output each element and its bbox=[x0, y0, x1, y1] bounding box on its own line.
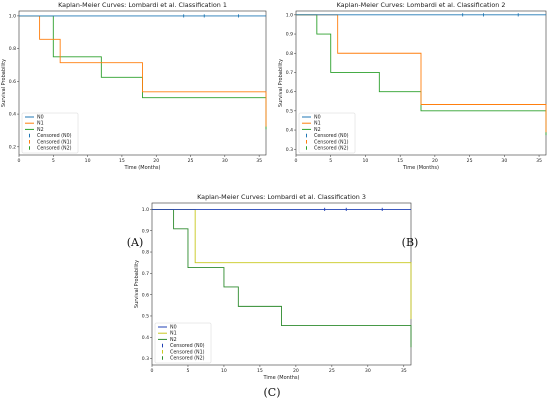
legend-entry: Censored (N1) bbox=[37, 139, 72, 145]
legend-entry: N1 bbox=[314, 121, 321, 127]
y-tick-label: 0.4 bbox=[142, 335, 149, 341]
x-tick-label: 15 bbox=[257, 368, 263, 374]
x-tick-label: 20 bbox=[432, 158, 438, 164]
y-tick-label: 0.4 bbox=[286, 128, 293, 134]
x-tick-label: 25 bbox=[329, 368, 335, 374]
y-axis-label: Survival Probability bbox=[278, 59, 284, 107]
y-tick-label: 1.0 bbox=[286, 12, 293, 18]
legend-entry: Censored (N2) bbox=[37, 146, 72, 152]
x-tick-label: 10 bbox=[221, 368, 227, 374]
x-axis-label: Time (Months) bbox=[402, 165, 439, 171]
chart-title: Kaplan-Meier Curves: Lombardi et al. Cla… bbox=[58, 1, 227, 9]
x-tick-label: 30 bbox=[365, 368, 371, 374]
x-tick-label: 10 bbox=[85, 158, 91, 164]
y-axis-label: Survival Probability bbox=[134, 260, 140, 308]
y-tick-label: 0.5 bbox=[142, 314, 149, 320]
legend-entry: N0 bbox=[170, 325, 177, 331]
y-tick-label: 0.6 bbox=[142, 292, 149, 298]
y-tick-label: 0.8 bbox=[142, 250, 149, 256]
panel-label-a: (A) bbox=[127, 236, 144, 249]
y-tick-label: 0.7 bbox=[142, 271, 149, 277]
x-tick-label: 5 bbox=[329, 158, 332, 164]
plot-frame bbox=[18, 10, 267, 156]
x-tick-label: 25 bbox=[188, 158, 194, 164]
x-tick-label: 0 bbox=[151, 368, 154, 374]
chart-panel-c: Kaplan-Meier Curves: Lombardi et al. Cla… bbox=[134, 193, 412, 381]
y-tick-label: 0.9 bbox=[286, 32, 293, 38]
x-axis-label: Time (Months) bbox=[123, 165, 160, 171]
x-tick-label: 25 bbox=[467, 158, 473, 164]
legend-entry: Censored (N0) bbox=[314, 133, 349, 139]
legend-entry: N2 bbox=[37, 127, 44, 133]
x-tick-label: 5 bbox=[187, 368, 190, 374]
chart-title: Kaplan-Meier Curves: Lombardi et al. Cla… bbox=[197, 193, 366, 201]
legend-entry: N1 bbox=[37, 121, 44, 127]
x-tick-label: 35 bbox=[536, 158, 542, 164]
x-tick-label: 0 bbox=[295, 158, 298, 164]
y-tick-label: 0.9 bbox=[142, 228, 149, 234]
x-tick-label: 20 bbox=[153, 158, 159, 164]
x-tick-label: 30 bbox=[501, 158, 507, 164]
y-tick-label: 0.6 bbox=[286, 89, 293, 95]
legend-entry: N2 bbox=[170, 337, 177, 343]
km-curve-n2 bbox=[152, 208, 412, 348]
km-curve-n1 bbox=[19, 15, 267, 127]
x-tick-label: 0 bbox=[18, 158, 21, 164]
chart-title: Kaplan-Meier Curves: Lombardi et al. Cla… bbox=[337, 1, 506, 9]
legend-entry: Censored (N1) bbox=[170, 349, 205, 355]
y-tick-label: 0.2 bbox=[9, 144, 16, 150]
legend-box bbox=[298, 112, 356, 154]
x-tick-label: 30 bbox=[222, 158, 228, 164]
y-tick-label: 0.5 bbox=[286, 108, 293, 114]
km-curve-n1 bbox=[152, 208, 412, 319]
x-tick-label: 10 bbox=[363, 158, 369, 164]
legend-entry: Censored (N2) bbox=[314, 146, 349, 152]
x-tick-label: 15 bbox=[119, 158, 125, 164]
x-tick-label: 5 bbox=[52, 158, 55, 164]
x-tick-label: 35 bbox=[401, 368, 407, 374]
y-axis-label: Survival Probability bbox=[1, 59, 7, 107]
legend-entry: N0 bbox=[37, 115, 44, 121]
x-axis-label: Time (Months) bbox=[262, 375, 299, 381]
x-tick-label: 35 bbox=[256, 158, 262, 164]
legend-entry: N1 bbox=[170, 331, 177, 337]
legend-box bbox=[21, 112, 79, 154]
legend-box bbox=[154, 322, 212, 364]
chart-panel-b: Kaplan-Meier Curves: Lombardi et al. Cla… bbox=[278, 1, 547, 171]
panel-label-c: (C) bbox=[264, 386, 281, 399]
panel-label-b: (B) bbox=[402, 236, 419, 249]
legend-entry: N0 bbox=[314, 115, 321, 121]
y-tick-label: 0.6 bbox=[9, 79, 16, 85]
y-tick-label: 1.0 bbox=[142, 207, 149, 213]
legend-entry: Censored (N1) bbox=[314, 139, 349, 145]
y-tick-label: 0.3 bbox=[286, 147, 293, 153]
y-tick-label: 1.0 bbox=[9, 14, 16, 20]
y-tick-label: 0.4 bbox=[9, 112, 16, 118]
km-curve-n2 bbox=[296, 14, 547, 136]
legend-entry: Censored (N0) bbox=[170, 343, 205, 349]
legend-entry: N2 bbox=[314, 127, 321, 133]
km-curve-n2 bbox=[19, 15, 267, 130]
y-tick-label: 0.8 bbox=[286, 51, 293, 57]
plot-frame bbox=[295, 10, 547, 156]
y-tick-label: 0.3 bbox=[142, 356, 149, 362]
legend-entry: Censored (N2) bbox=[170, 356, 205, 362]
legend-entry: Censored (N0) bbox=[37, 133, 72, 139]
y-tick-label: 0.7 bbox=[286, 70, 293, 76]
y-tick-label: 0.8 bbox=[9, 46, 16, 52]
chart-panel-a: Kaplan-Meier Curves: Lombardi et al. Cla… bbox=[1, 1, 267, 171]
x-tick-label: 15 bbox=[397, 158, 403, 164]
x-tick-label: 20 bbox=[293, 368, 299, 374]
